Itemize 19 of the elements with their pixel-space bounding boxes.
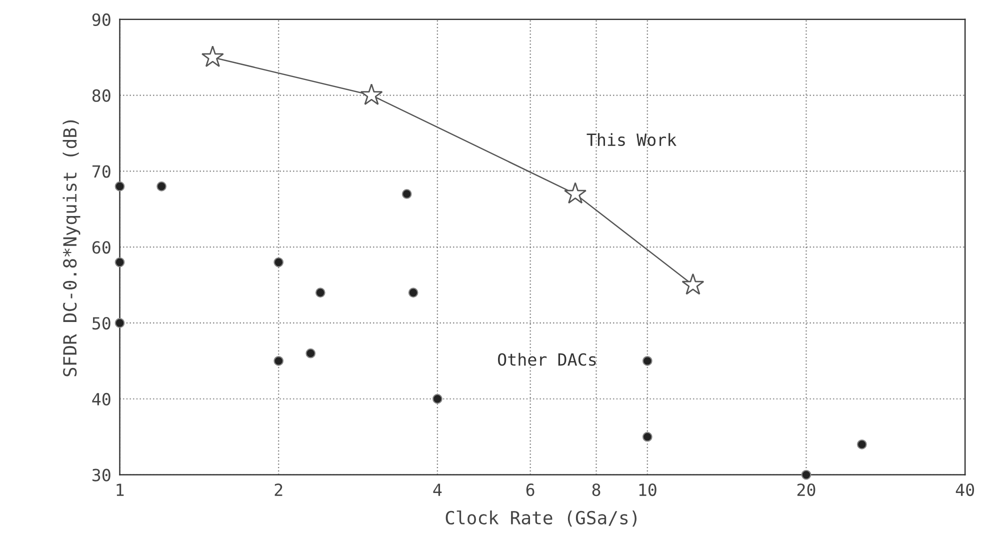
- x-tick-label: 10: [639, 483, 656, 496]
- y-tick-label: 70: [92, 165, 110, 178]
- x-axis-title: Clock Rate (GSa/s): [446, 510, 636, 527]
- x-tick-label: 6: [526, 483, 534, 496]
- x-tick-label: 40: [956, 483, 974, 496]
- y-tick-label: 30: [92, 468, 110, 482]
- y-tick-label: 40: [92, 392, 110, 406]
- y-tick-label: 90: [92, 13, 110, 26]
- y-axis-title: SFDR DC-0.8*Nyquist (dB): [62, 120, 80, 376]
- x-tick-label: 4: [433, 484, 442, 496]
- text: This Work: [586, 133, 676, 146]
- y-tick-label: 80: [92, 89, 110, 102]
- text: Other DACs: [498, 352, 596, 366]
- x-tick-label: 2: [274, 483, 282, 496]
- x-tick-label: 1: [116, 484, 124, 496]
- x-tick-label: 8: [592, 483, 600, 496]
- x-tick-label: 20: [797, 483, 816, 496]
- y-tick-label: 60: [92, 241, 110, 254]
- y-tick-label: 50: [92, 316, 110, 330]
